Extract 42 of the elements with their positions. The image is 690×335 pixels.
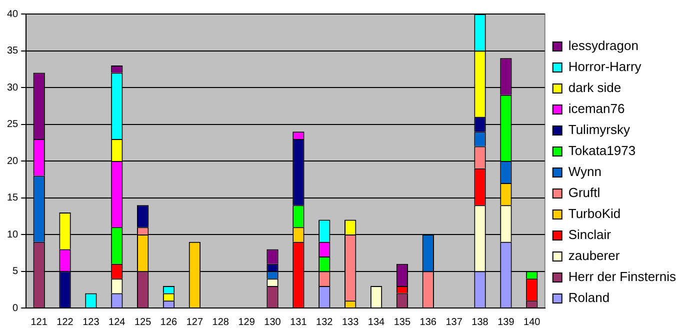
legend-label: zauberer <box>568 248 620 264</box>
x-tick-label: 140 <box>524 316 541 328</box>
legend-label: Gruftl <box>568 185 600 200</box>
y-tick-label: 20 <box>7 156 19 167</box>
y-tick-label: 0 <box>12 302 19 314</box>
y-tick-label: 40 <box>7 8 19 20</box>
x-tick-label: 129 <box>238 316 256 328</box>
x-tick-label: 123 <box>82 316 100 328</box>
legend-label: Horror-Harry <box>568 59 642 74</box>
legend-label: TurboKid <box>568 206 621 222</box>
x-tick-label: 122 <box>56 316 74 328</box>
y-tick-label: 5 <box>12 266 19 277</box>
x-tick-label: 124 <box>108 316 126 328</box>
x-tick-label: 130 <box>264 316 282 328</box>
x-tick-label: 138 <box>472 316 489 328</box>
x-tick-label: 139 <box>498 316 515 328</box>
y-tick-label: 35 <box>7 46 19 56</box>
x-tick-label: 133 <box>342 316 360 328</box>
x-tick-label: 121 <box>30 316 48 328</box>
legend-label: Tokata1973 <box>568 143 636 158</box>
legend-label: iceman76 <box>568 101 625 116</box>
x-tick-label: 132 <box>316 316 334 328</box>
y-tick-label: 15 <box>7 192 19 204</box>
x-tick-label: 134 <box>368 316 386 328</box>
x-tick-label: 127 <box>186 316 204 328</box>
x-tick-label: 128 <box>212 316 230 328</box>
legend-label: Sinclair <box>568 227 612 242</box>
legend-label: Tulimyrsky <box>568 122 630 138</box>
y-tick-label: 30 <box>7 82 19 94</box>
y-tick-label: 25 <box>7 119 19 130</box>
legend-label: lessydragon <box>568 38 638 54</box>
y-tick-label: 10 <box>7 229 19 240</box>
legend-label: dark side <box>568 80 622 96</box>
x-tick-label: 136 <box>420 316 437 328</box>
legend-label: Roland <box>568 290 610 306</box>
x-tick-label: 125 <box>134 316 152 328</box>
legend-label: Wynn <box>568 164 602 180</box>
legend-label: Herr der Finsternis <box>568 269 676 284</box>
x-tick-label: 131 <box>290 316 308 328</box>
x-tick-label: 126 <box>160 316 178 328</box>
x-tick-label: 135 <box>394 316 411 328</box>
x-tick-label: 137 <box>446 316 463 328</box>
